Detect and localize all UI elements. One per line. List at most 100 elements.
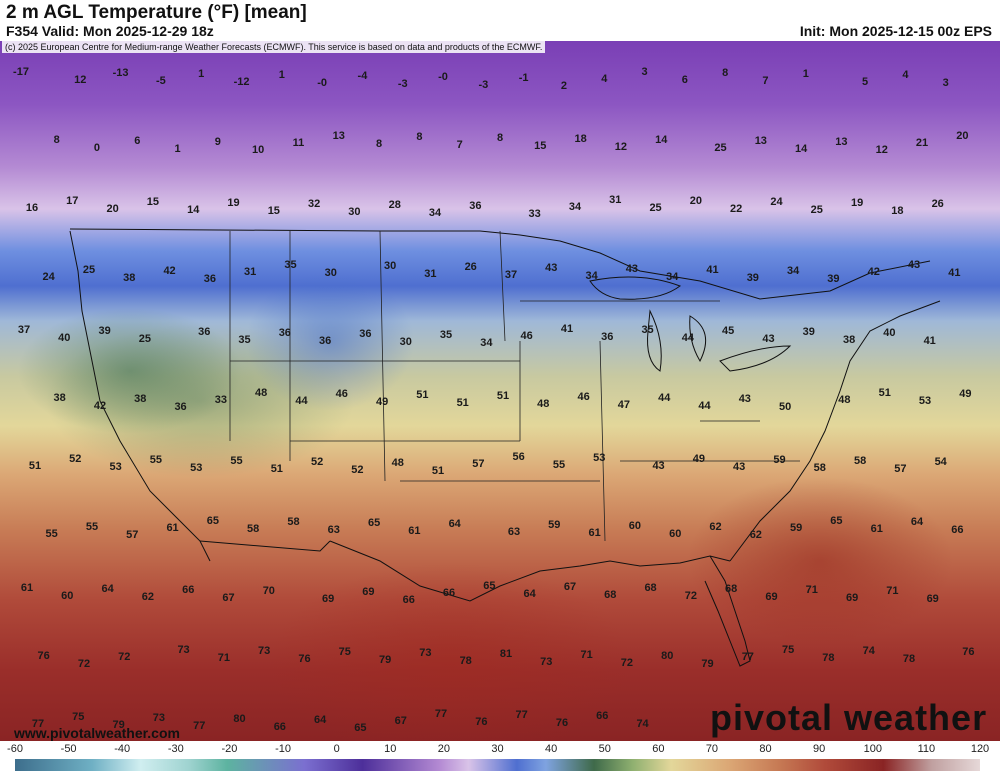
colorbar-tick: 90 [813,743,826,755]
temperature-value: 36 [278,326,291,339]
temperature-value: 55 [45,528,58,541]
map-linework [69,228,941,667]
temperature-value: 59 [790,522,803,535]
temperature-value: 55 [230,455,243,468]
temperature-value: 62 [709,521,722,534]
temperature-value: 25 [649,202,662,215]
temperature-value: 46 [335,388,348,400]
temperature-value: -12 [233,76,250,88]
temperature-value: 69 [765,590,778,603]
temperature-value: 28 [388,199,401,212]
temperature-map[interactable]: (c) 2025 European Centre for Medium-rang… [0,41,1000,741]
temperature-value: 79 [112,719,125,731]
colorbar-tick: 70 [705,743,719,755]
temperature-value: 12 [74,74,87,86]
temperature-value: 20 [106,203,119,216]
temperature-value: 1 [174,143,181,156]
temperature-value: 38 [842,333,856,346]
temperature-value: 25 [714,142,727,155]
temperature-value: 71 [580,648,593,661]
temperature-value: 20 [956,130,969,143]
temperature-value: 35 [238,333,251,346]
temperature-value: 59 [548,519,561,532]
colorbar-ticks: -60 -50 -40 -30 -20 -10 0 10 20 30 40 50 60 70 80 90 100… [0,743,1000,757]
temperature-value: 15 [534,140,547,153]
temperature-value: 81 [499,647,513,660]
temperature-value: 1 [278,69,285,81]
temperature-value: 65 [483,579,496,592]
temperature-value: 8 [722,67,729,79]
temperature-value: 77 [741,650,754,663]
temperature-value: 13 [835,136,848,149]
temperature-value: 62 [749,529,762,542]
temperature-value: 63 [507,526,521,539]
temperature-value: 69 [845,591,859,604]
temperature-value: 69 [362,585,375,598]
temperature-value: -0 [438,71,448,83]
temperature-value: 66 [273,721,286,733]
temperature-value: 33 [528,208,541,221]
temperature-value: 55 [552,459,566,472]
ecmwf-disclaimer: (c) 2025 European Centre for Medium-rang… [2,41,546,53]
temperature-value: 77 [193,720,206,732]
temperature-value: 52 [69,453,82,466]
valid-time: F354 Valid: Mon 2025-12-29 18z [6,23,214,39]
temperature-value: 15 [267,205,280,218]
temperature-value: 4 [902,69,909,81]
temperature-value: 46 [520,329,533,342]
temperature-value: 45 [722,324,735,337]
temperature-value: 76 [555,717,569,729]
colorbar-tick: -40 [114,743,131,755]
temperature-value: 12 [875,144,888,157]
temperature-value: 65 [830,515,843,528]
temperature-value: 2 [560,80,568,92]
temperature-value: 68 [725,582,738,595]
colorbar-tick: -10 [275,743,291,755]
colorbar: -60 -50 -40 -30 -20 -10 0 10 20 30 40 50 60 70 80 90 100… [0,741,1000,772]
temperature-value: 73 [177,643,190,656]
temperature-value: 6 [681,74,688,86]
temperature-value: 57 [472,458,485,471]
temperature-value: 67 [394,715,407,727]
temperature-value: 75 [72,711,85,723]
temperature-value: 76 [37,649,50,662]
temperature-value: 38 [134,393,147,405]
temperature-value: 38 [123,271,136,284]
temperature-value: 31 [244,265,257,278]
colorbar-tick: 110 [917,743,936,755]
temperature-value: 18 [574,133,587,146]
temperature-value: 31 [609,194,622,207]
temperature-value: 43 [762,332,775,345]
temperature-value: 51 [270,463,283,476]
temperature-value: 24 [770,196,783,209]
temperature-value: 30 [399,335,412,348]
temperature-value: 55 [85,521,99,534]
temperature-value: 75 [782,643,795,656]
temperature-value: 66 [596,710,609,722]
temperature-value: 34 [568,201,582,214]
temperature-value: 48 [391,457,404,470]
temperature-value: -13 [112,67,129,79]
temperature-value: 33 [214,394,227,406]
temperature-value: 61 [408,525,421,538]
temperature-value: 43 [625,262,639,275]
temperature-value: 78 [902,652,916,665]
temperature-value: 10 [252,144,265,157]
temperature-value: 14 [187,204,200,217]
temperature-value: 47 [617,399,631,411]
temperature-value: 66 [182,583,195,596]
temperature-value: 22 [730,203,743,216]
temperature-value: 8 [416,131,423,144]
temperature-value: 48 [255,387,268,399]
colorbar-tick: 60 [652,743,665,755]
temperature-value: 39 [746,271,759,284]
temperature-value: 57 [126,529,139,542]
website-label[interactable]: www.pivotalweather.com [14,725,180,741]
temperature-value: 35 [284,258,297,271]
temperature-value: 21 [915,137,929,150]
temperature-value: 12 [614,141,628,154]
colorbar-tick: -30 [167,743,184,755]
temperature-value: 46 [577,391,590,403]
temperature-value: -0 [317,77,328,89]
temperature-value: 53 [918,395,932,407]
